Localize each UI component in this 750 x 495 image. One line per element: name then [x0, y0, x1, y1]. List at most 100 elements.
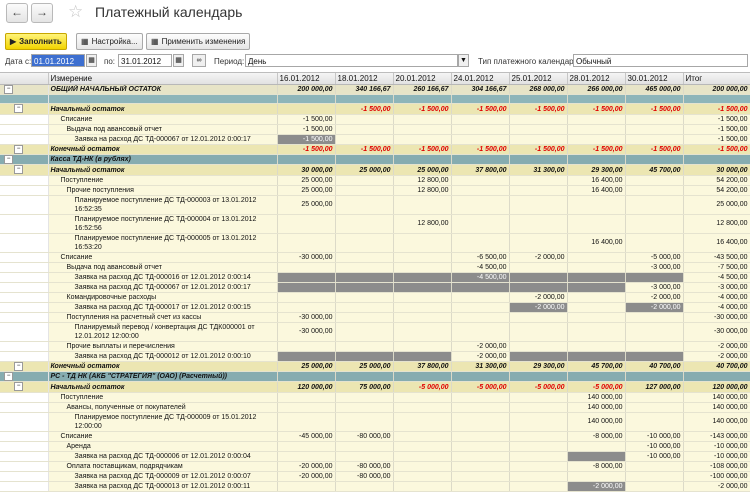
value-cell[interactable]	[509, 431, 568, 442]
value-cell[interactable]	[625, 412, 684, 432]
value-cell[interactable]	[451, 134, 510, 145]
value-cell[interactable]	[509, 214, 568, 234]
back-button[interactable]: ←	[6, 3, 28, 23]
collapse-icon[interactable]: −	[4, 155, 13, 164]
value-cell[interactable]	[509, 471, 568, 482]
row-label[interactable]: Заявка на расход ДС ТД-000012 от 12.01.2…	[48, 351, 278, 362]
table-row[interactable]: Заявка на расход ДС ТД-000067 от 12.01.2…	[0, 134, 750, 145]
row-label[interactable]: Авансы, полученные от покупателей	[48, 402, 278, 413]
table-row[interactable]: Заявка на расход ДС ТД-000009 от 12.01.2…	[0, 471, 750, 482]
value-cell[interactable]	[393, 292, 452, 303]
table-row[interactable]: Планируемое поступление ДС ТД-000003 от …	[0, 195, 750, 215]
value-cell[interactable]: -43 500,00	[683, 252, 750, 263]
value-cell[interactable]	[567, 302, 626, 313]
value-cell[interactable]	[277, 282, 336, 293]
row-label[interactable]: Списание	[48, 252, 278, 263]
value-cell[interactable]	[451, 471, 510, 482]
value-cell[interactable]	[335, 214, 394, 234]
value-cell[interactable]	[335, 94, 394, 105]
value-cell[interactable]	[509, 481, 568, 492]
value-cell[interactable]: 140 000,00	[683, 392, 750, 403]
value-cell[interactable]	[509, 124, 568, 135]
value-cell[interactable]	[567, 312, 626, 323]
value-cell[interactable]: 30 000,00	[683, 164, 750, 176]
value-cell[interactable]	[567, 94, 626, 105]
value-cell[interactable]	[509, 134, 568, 145]
value-cell[interactable]	[277, 341, 336, 352]
value-cell[interactable]: -2 000,00	[509, 292, 568, 303]
value-cell[interactable]	[625, 185, 684, 196]
value-cell[interactable]	[277, 262, 336, 273]
value-cell[interactable]	[393, 233, 452, 253]
value-cell[interactable]: -5 000,00	[393, 381, 452, 393]
value-cell[interactable]	[335, 175, 394, 186]
value-cell[interactable]: 268 000,00	[509, 84, 568, 96]
value-cell[interactable]	[335, 124, 394, 135]
value-cell[interactable]	[393, 392, 452, 403]
value-cell[interactable]	[509, 114, 568, 125]
value-cell[interactable]	[335, 302, 394, 313]
value-cell[interactable]: 25 000,00	[277, 195, 336, 215]
row-label[interactable]: Начальный остаток	[48, 164, 278, 176]
value-cell[interactable]: -1 500,00	[335, 144, 394, 156]
table-row[interactable]: Планируемое поступление ДС ТД-000009 от …	[0, 412, 750, 432]
value-cell[interactable]	[393, 94, 452, 105]
row-label[interactable]: Прочие выплаты и перечисления	[48, 341, 278, 352]
table-row[interactable]: − Касса ТД-НК (в рублях)	[0, 154, 750, 166]
value-cell[interactable]	[335, 402, 394, 413]
value-cell[interactable]	[509, 441, 568, 452]
value-cell[interactable]	[625, 214, 684, 234]
value-cell[interactable]	[509, 451, 568, 462]
value-cell[interactable]	[451, 441, 510, 452]
value-cell[interactable]: -2 000,00	[451, 351, 510, 362]
value-cell[interactable]: -7 500,00	[683, 262, 750, 273]
table-row[interactable]: Списание -45 000,00 -80 000,00 -8 000,00 -10…	[0, 431, 750, 442]
collapse-icon[interactable]: −	[14, 104, 23, 114]
row-label[interactable]: Планируемое поступление ДС ТД-000005 от …	[48, 233, 278, 253]
value-cell[interactable]	[451, 371, 510, 383]
value-cell[interactable]	[277, 272, 336, 283]
value-cell[interactable]: -80 000,00	[335, 471, 394, 482]
table-row[interactable]: Заявка на расход ДС ТД-000013 от 12.01.2…	[0, 481, 750, 492]
value-cell[interactable]	[567, 351, 626, 362]
value-cell[interactable]: 25 000,00	[335, 361, 394, 373]
value-cell[interactable]: -5 000,00	[509, 381, 568, 393]
value-cell[interactable]: 200 000,00	[277, 84, 336, 96]
value-cell[interactable]	[567, 292, 626, 303]
column-header[interactable]: 30.01.2012	[625, 73, 684, 85]
value-cell[interactable]	[509, 341, 568, 352]
value-cell[interactable]: 340 166,67	[335, 84, 394, 96]
value-cell[interactable]	[277, 292, 336, 303]
calendar-icon[interactable]: ▦	[173, 54, 184, 67]
calendar-type-field[interactable]: Обычный	[573, 54, 748, 67]
value-cell[interactable]: 37 800,00	[451, 164, 510, 176]
table-row[interactable]: − Начальный остаток 120 000,00 75 000,00 -5 …	[0, 381, 750, 393]
value-cell[interactable]	[393, 402, 452, 413]
value-cell[interactable]	[567, 195, 626, 215]
value-cell[interactable]	[625, 154, 684, 166]
value-cell[interactable]	[625, 233, 684, 253]
row-label[interactable]: РС - ТД НК (АКБ "СТРАТЕГИЯ" (ОАО) (Расче…	[48, 371, 278, 383]
value-cell[interactable]: -10 000,00	[683, 451, 750, 462]
value-cell[interactable]: -1 500,00	[335, 103, 394, 115]
table-row[interactable]: Поступление 25 000,00 12 800,00 16 400,00 54…	[0, 175, 750, 186]
value-cell[interactable]	[335, 154, 394, 166]
value-cell[interactable]: -5 000,00	[567, 381, 626, 393]
calendar-icon[interactable]: ▦	[86, 54, 97, 67]
value-cell[interactable]	[509, 351, 568, 362]
value-cell[interactable]	[625, 392, 684, 403]
table-row[interactable]: Планируемое поступление ДС ТД-000005 от …	[0, 233, 750, 253]
table-row[interactable]: − Начальный остаток -1 500,00 -1 500,00 -1 5…	[0, 103, 750, 115]
value-cell[interactable]: -30 000,00	[277, 312, 336, 323]
value-cell[interactable]: -3 000,00	[683, 282, 750, 293]
value-cell[interactable]	[393, 412, 452, 432]
table-row[interactable]: Выдача под авансовый отчет -4 500,00 -3 00…	[0, 262, 750, 273]
value-cell[interactable]: -4 500,00	[451, 272, 510, 283]
period-select[interactable]: День	[245, 54, 458, 67]
apply-changes-button[interactable]: ▦ Применить изменения	[146, 33, 251, 50]
value-cell[interactable]: -1 500,00	[393, 103, 452, 115]
value-cell[interactable]: 140 000,00	[567, 402, 626, 413]
value-cell[interactable]	[451, 312, 510, 323]
value-cell[interactable]: 75 000,00	[335, 381, 394, 393]
settings-button[interactable]: ▦ Настройка...	[76, 33, 143, 50]
